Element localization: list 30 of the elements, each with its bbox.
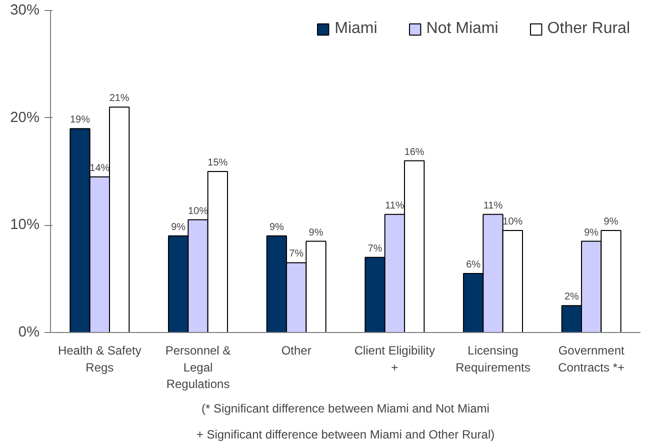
- data-label: 11%: [483, 200, 503, 212]
- data-label: 9%: [269, 222, 284, 233]
- x-tick-label: Personnel & Legal Regulations: [165, 344, 231, 392]
- y-tick-label: 30%: [10, 2, 40, 18]
- x-tick-label: Government Contracts *+: [558, 344, 626, 374]
- legend-label: Other Rural: [547, 20, 630, 38]
- y-tick-label: 20%: [10, 110, 40, 126]
- data-label: 11%: [385, 200, 404, 212]
- legend-label: Not Miami: [426, 20, 498, 38]
- data-label: 9%: [171, 222, 186, 233]
- y-tick-label: 0%: [18, 324, 40, 340]
- data-label: 15%: [208, 158, 228, 168]
- data-label: 9%: [584, 227, 599, 238]
- data-label: 2%: [564, 292, 579, 303]
- data-label: 7%: [368, 243, 382, 254]
- data-label: 19%: [70, 114, 90, 126]
- x-tick-label: Client Eligibility +: [354, 344, 436, 374]
- data-label: 9%: [604, 216, 618, 228]
- x-tick-label: Health & Safety Regs: [58, 344, 142, 374]
- y-tick-label: 10%: [10, 217, 40, 234]
- data-label: 7%: [289, 248, 304, 260]
- text: (* Significant difference between Miami and Not Miami: [202, 402, 490, 416]
- legend-label: Miami: [334, 20, 378, 38]
- x-tick-label: Licensing Requirements: [456, 344, 530, 374]
- data-label: 21%: [109, 93, 130, 104]
- x-tick-label: Other: [281, 344, 312, 358]
- text: + Significant difference between Miami and Other Rural): [196, 428, 495, 442]
- data-label: 9%: [308, 227, 324, 238]
- data-label: 6%: [466, 259, 481, 270]
- data-label: 16%: [404, 146, 424, 158]
